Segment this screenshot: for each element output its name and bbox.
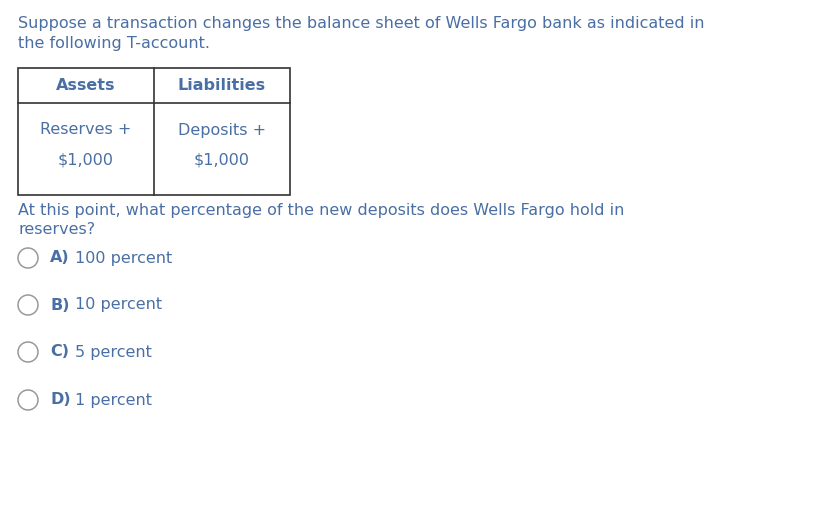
- Text: A): A): [50, 250, 69, 266]
- Text: $1,000: $1,000: [58, 153, 114, 167]
- Text: the following T-account.: the following T-account.: [18, 36, 210, 51]
- Text: C): C): [50, 344, 69, 359]
- Text: 100 percent: 100 percent: [75, 250, 172, 266]
- Text: 1 percent: 1 percent: [75, 392, 152, 408]
- Ellipse shape: [18, 342, 38, 362]
- Text: At this point, what percentage of the new deposits does Wells Fargo hold in: At this point, what percentage of the ne…: [18, 203, 624, 218]
- Text: Suppose a transaction changes the balance sheet of Wells Fargo bank as indicated: Suppose a transaction changes the balanc…: [18, 16, 705, 31]
- Ellipse shape: [18, 248, 38, 268]
- Text: B): B): [50, 298, 69, 312]
- Text: D): D): [50, 392, 70, 408]
- Bar: [18, 68, 290, 195]
- Text: reserves?: reserves?: [18, 222, 95, 237]
- Ellipse shape: [18, 390, 38, 410]
- Text: Reserves +: Reserves +: [40, 123, 132, 137]
- Text: Deposits +: Deposits +: [178, 123, 266, 137]
- Text: 5 percent: 5 percent: [75, 344, 152, 359]
- Text: $1,000: $1,000: [194, 153, 250, 167]
- Text: Assets: Assets: [56, 78, 115, 93]
- Text: Liabilities: Liabilities: [178, 78, 266, 93]
- Ellipse shape: [18, 295, 38, 315]
- Text: 10 percent: 10 percent: [75, 298, 162, 312]
